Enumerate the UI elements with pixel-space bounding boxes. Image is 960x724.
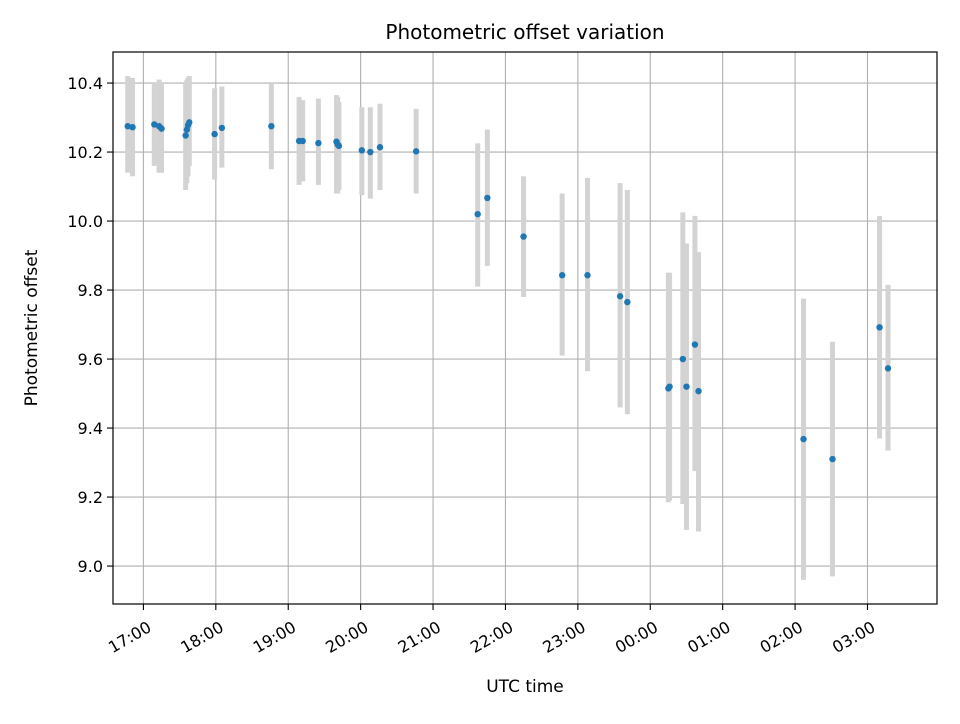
data-point — [358, 147, 366, 154]
data-point — [335, 142, 343, 150]
data-points — [124, 119, 892, 463]
data-point — [624, 298, 631, 306]
data-point — [218, 124, 226, 132]
data-point — [376, 144, 384, 151]
data-point — [695, 387, 702, 395]
y-tick-label: 10.0 — [67, 212, 103, 231]
data-point — [558, 272, 566, 279]
y-axis: 9.0 9.2 9.4 9.6 9.8 10.0 10.2 10.4 — [67, 74, 113, 576]
data-point — [884, 365, 892, 372]
data-point — [182, 132, 189, 139]
data-point — [683, 383, 690, 390]
y-axis-label: Photometric offset — [22, 249, 42, 406]
data-point — [474, 210, 481, 218]
data-point — [800, 435, 807, 443]
data-point — [186, 119, 193, 126]
data-point — [299, 137, 306, 145]
data-point — [158, 125, 165, 132]
data-point — [268, 122, 275, 130]
data-point — [520, 233, 527, 240]
chart-title: Photometric offset variation — [385, 20, 664, 44]
y-tick-label: 9.6 — [78, 350, 103, 369]
data-point — [367, 148, 374, 156]
data-point — [666, 383, 673, 390]
y-tick-label: 10.2 — [67, 143, 103, 162]
y-tick-label: 9.8 — [78, 281, 103, 300]
y-tick-label: 9.4 — [78, 419, 103, 438]
data-point — [315, 139, 322, 147]
y-tick-label: 9.2 — [78, 488, 103, 507]
data-point — [691, 341, 699, 348]
data-point — [129, 124, 136, 131]
data-point — [876, 324, 883, 331]
x-axis-label: UTC time — [486, 677, 564, 697]
data-point — [584, 272, 591, 279]
data-point — [484, 194, 491, 202]
data-point — [829, 455, 836, 463]
y-tick-label: 10.4 — [67, 74, 103, 93]
plot-frame — [112, 51, 938, 605]
data-point — [124, 122, 131, 130]
data-point — [211, 130, 218, 138]
y-tick-label: 9.0 — [78, 557, 103, 576]
data-point — [616, 293, 624, 300]
data-point — [412, 148, 420, 155]
data-point — [679, 355, 687, 363]
data-point — [151, 121, 158, 128]
